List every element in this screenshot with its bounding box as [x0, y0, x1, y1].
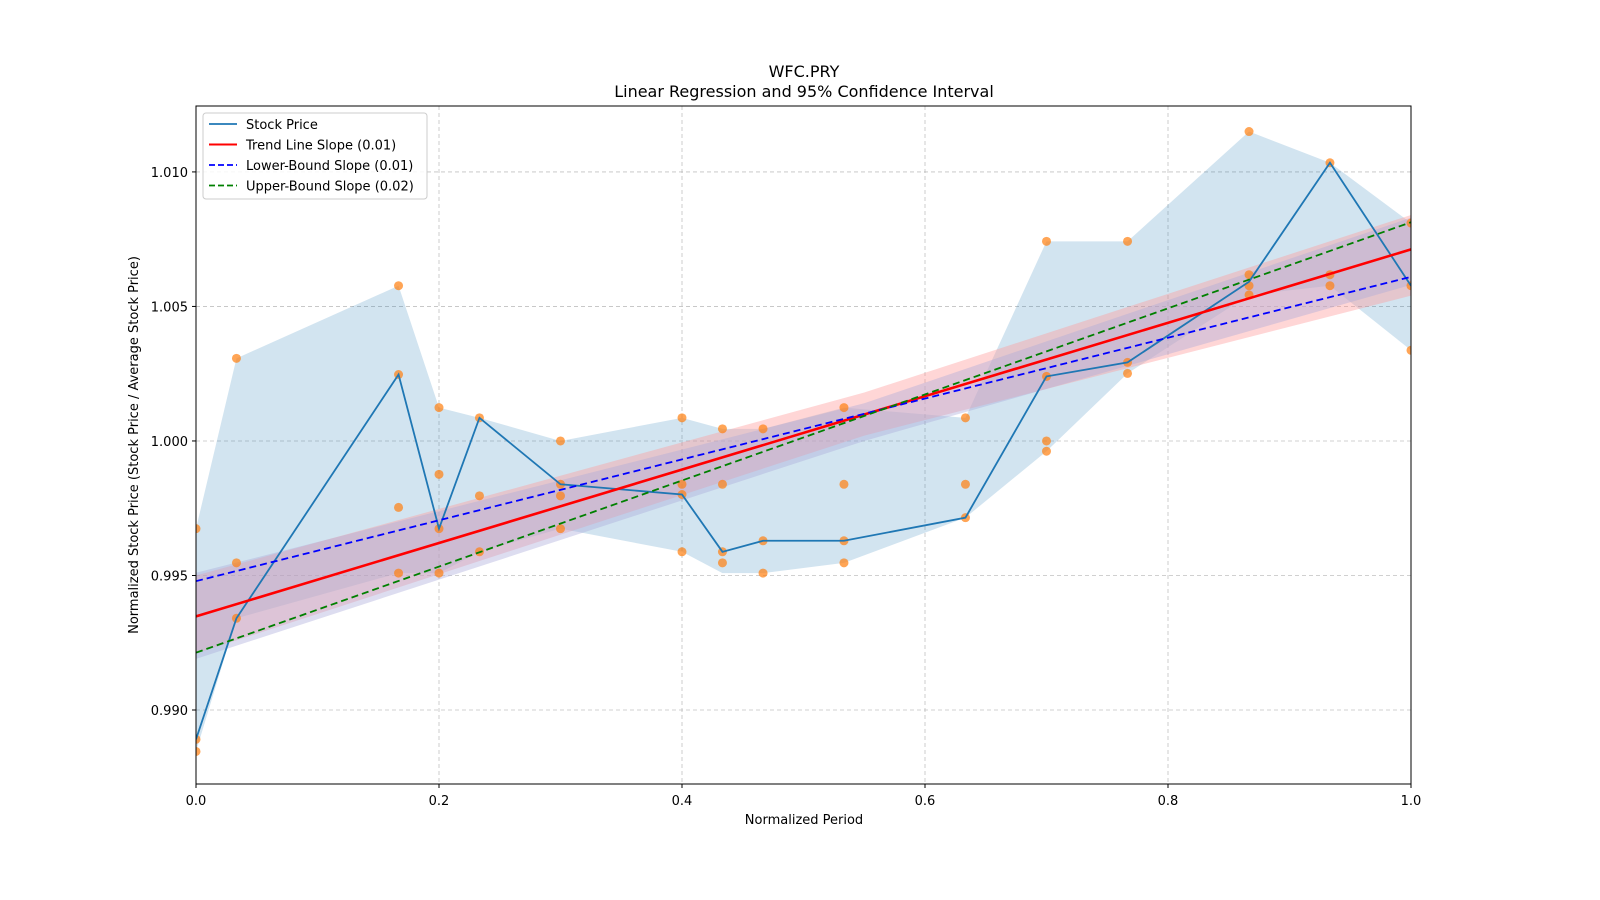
scatter-point	[556, 491, 565, 501]
upper-bound-line	[196, 221, 1411, 654]
scatter-point	[1042, 436, 1051, 446]
scatter-point	[474, 491, 484, 501]
range-band-layer	[196, 131, 1411, 752]
scatter-point	[677, 547, 687, 557]
x-axis: 0.0 0.2 0.4 0.6 0.8 1.0	[186, 784, 1422, 809]
legend-box	[202, 112, 428, 200]
legend-label: Trend Line Slope (0.01)	[245, 139, 396, 154]
stock-price-line	[196, 161, 1411, 740]
x-tick-label: 0.6	[915, 794, 936, 809]
scatter-point	[1042, 446, 1051, 456]
y-axis-label: Normalized Stock Price (Stock Price / Av…	[127, 256, 142, 634]
y-tick-label: 0.990	[151, 704, 188, 719]
scatter-point	[556, 436, 565, 446]
x-tick-label: 1.0	[1401, 794, 1422, 809]
scatter-point	[839, 479, 849, 489]
x-tick-label: 0.4	[672, 794, 693, 809]
scatter-point	[839, 558, 849, 568]
scatter-point	[960, 479, 970, 489]
x-tick-label: 0.2	[429, 794, 450, 809]
scatter-point	[196, 746, 201, 756]
scatter-point	[394, 568, 404, 578]
scatter-point	[717, 479, 727, 489]
y-tick-label: 1.000	[151, 435, 188, 450]
y-tick-label: 1.010	[151, 166, 188, 181]
legend-label: Lower-Bound Slope (0.01)	[246, 159, 413, 174]
scatter-point	[394, 502, 404, 512]
scatter-point	[231, 353, 241, 363]
x-axis-label: Normalized Period	[745, 813, 863, 828]
scatter-point	[231, 558, 241, 568]
scatter-point	[839, 403, 849, 413]
scatter-point	[960, 413, 970, 423]
regression-lines-layer	[196, 221, 1411, 654]
scatter-point	[1123, 236, 1133, 246]
scatter-point	[1325, 281, 1335, 291]
scatter-point	[677, 413, 687, 423]
trend-line	[196, 248, 1411, 618]
scatter-point	[434, 403, 444, 413]
scatter-point	[1406, 218, 1411, 228]
y-tick-label: 0.995	[151, 569, 188, 584]
scatter-point	[1042, 236, 1051, 246]
y-axis: 0.990 0.995 1.000 1.005 1.010	[151, 166, 196, 719]
y-tick-label: 1.005	[151, 300, 188, 315]
scatter-point	[434, 568, 444, 578]
scatter-point	[556, 524, 565, 534]
scatter-point	[196, 524, 201, 534]
scatter-point	[758, 568, 768, 578]
scatter-point	[717, 558, 727, 568]
chart-subtitle: Linear Regression and 95% Confidence Int…	[614, 82, 994, 101]
scatter-point	[717, 424, 727, 434]
price-range-band	[196, 131, 1411, 752]
scatter-point	[394, 281, 404, 291]
series-layer	[196, 161, 1411, 740]
scatter-point	[1123, 368, 1133, 378]
scatter-point	[1406, 345, 1411, 355]
scatter-point	[758, 424, 768, 434]
x-tick-label: 0.0	[186, 794, 207, 809]
legend-label: Stock Price	[246, 118, 318, 133]
legend: Stock Price Trend Line Slope (0.01) Lower-…	[202, 112, 428, 200]
scatter-point	[1244, 127, 1254, 137]
x-tick-label: 0.8	[1158, 794, 1179, 809]
chart-title: WFC.PRY	[769, 62, 840, 81]
scatter-point	[434, 469, 444, 479]
legend-label: Upper-Bound Slope (0.02)	[246, 180, 414, 195]
plot-area-frame	[195, 105, 1412, 785]
